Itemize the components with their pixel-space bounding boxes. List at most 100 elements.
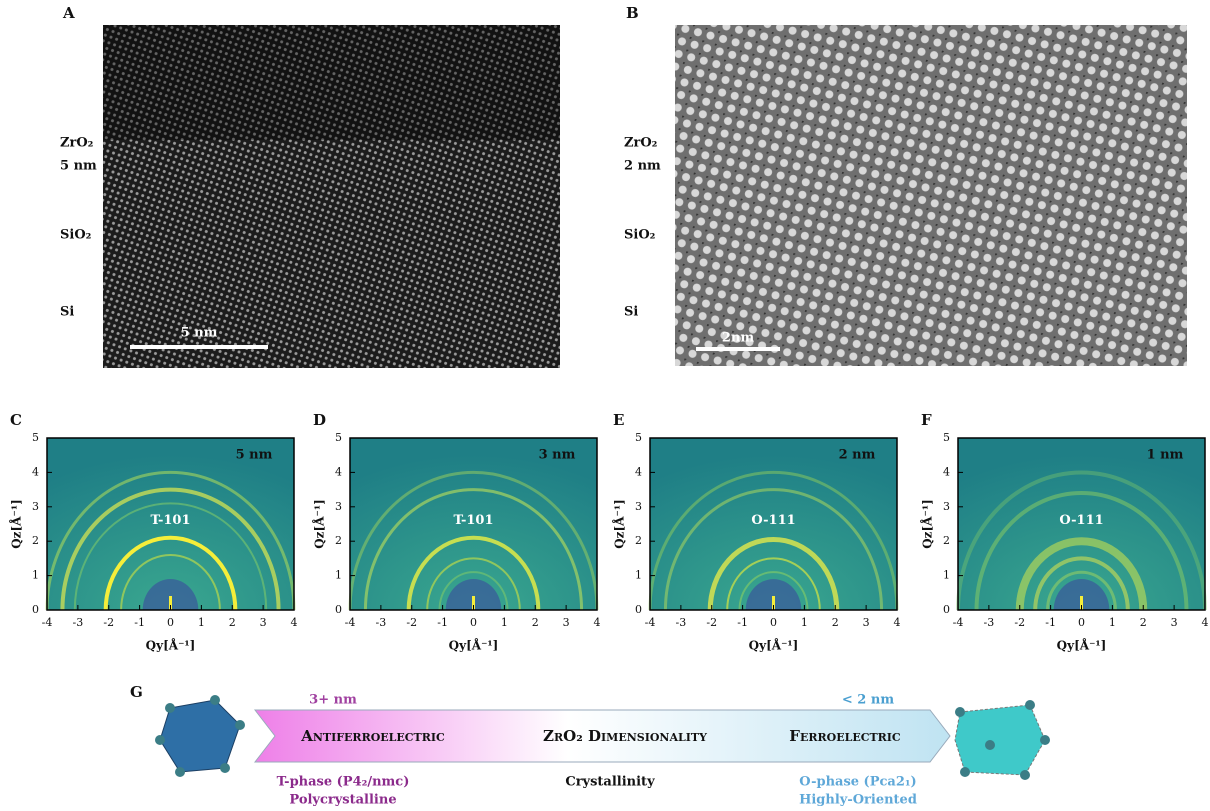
thickness-label: 5 nm (236, 448, 273, 463)
y-tick-label: 1 (943, 569, 950, 582)
ring (103, 535, 238, 611)
ring (60, 487, 281, 611)
desc-label: Polycrystalline (289, 793, 396, 808)
x-tick-label: -1 (437, 616, 448, 629)
x-tick-label: -2 (406, 616, 417, 629)
y-tick-label: 4 (32, 465, 39, 478)
ring (726, 557, 821, 611)
layer-label: Si (60, 305, 74, 320)
x-tick-label: -2 (1014, 616, 1025, 629)
panel-label: E (613, 411, 624, 429)
layer-label: SiO₂ (60, 228, 91, 243)
y-tick-label: 3 (32, 500, 39, 513)
peak-label: O-111 (751, 513, 795, 528)
y-tick-label: 2 (943, 534, 950, 547)
y-tick-label: 0 (943, 603, 950, 616)
y-axis-label: Qz[Å⁻¹] (312, 499, 327, 549)
x-tick-label: -1 (1045, 616, 1056, 629)
x-tick-label: 3 (863, 616, 870, 629)
layer-label: SiO₂ (624, 228, 655, 243)
ring (707, 536, 840, 611)
x-axis-label: Qy[Å⁻¹] (146, 638, 196, 653)
peak-label: T-101 (453, 513, 493, 528)
center-label: ZrO₂ Dimensionality (543, 727, 707, 745)
y-tick-label: 0 (335, 603, 342, 616)
desc-label: Crystallinity (565, 775, 655, 790)
x-tick-label: 2 (832, 616, 839, 629)
y-tick-label: 3 (335, 500, 342, 513)
y-axis-label: Qz[Å⁻¹] (612, 499, 627, 549)
ring (1015, 537, 1148, 611)
y-tick-label: 5 (335, 431, 342, 444)
shadow (142, 579, 199, 610)
tem-overlay (103, 25, 560, 140)
x-tick-label: -3 (73, 616, 84, 629)
ring (426, 557, 521, 611)
x-tick-label: -4 (42, 616, 53, 629)
x-tick-label: 1 (198, 616, 205, 629)
ring (648, 470, 899, 611)
ring (956, 470, 1207, 611)
peak-label: T-101 (150, 513, 190, 528)
panel-label: C (10, 411, 22, 429)
ring (438, 571, 509, 611)
x-tick-label: -3 (376, 616, 387, 629)
thickness-label: 1 nm (1147, 448, 1184, 463)
panel-label: G (130, 683, 143, 701)
x-tick-label: -2 (706, 616, 717, 629)
x-tick-label: 0 (167, 616, 174, 629)
ring (73, 502, 268, 611)
x-tick-label: -2 (103, 616, 114, 629)
x-tick-label: 4 (894, 616, 901, 629)
y-tick-label: 5 (635, 431, 642, 444)
desc-label: T-phase (P4₂/nmc) (277, 775, 410, 790)
y-tick-label: 0 (635, 603, 642, 616)
y-tick-label: 1 (32, 569, 39, 582)
layer-label: 5 nm (60, 159, 97, 174)
x-tick-label: -1 (737, 616, 748, 629)
y-tick-label: 3 (635, 500, 642, 513)
ring (738, 571, 809, 611)
scale-label: 5 nm (181, 326, 218, 341)
y-tick-label: 3 (943, 500, 950, 513)
ring (406, 535, 541, 611)
ring (974, 491, 1189, 611)
ring (1033, 557, 1130, 611)
y-tick-label: 2 (635, 534, 642, 547)
desc-label: Highly-Oriented (799, 793, 917, 808)
ring (45, 470, 296, 611)
x-tick-label: 2 (229, 616, 236, 629)
layer-label: ZrO₂ (624, 136, 657, 151)
x-tick-label: -3 (676, 616, 687, 629)
x-tick-label: -3 (984, 616, 995, 629)
x-tick-label: -4 (953, 616, 964, 629)
x-axis-label: Qy[Å⁻¹] (749, 638, 799, 653)
y-tick-label: 1 (335, 569, 342, 582)
x-tick-label: -4 (345, 616, 356, 629)
x-tick-label: 0 (770, 616, 777, 629)
phase-label: Ferroelectric (789, 727, 901, 745)
ring (348, 470, 599, 611)
size-label: 3+ nm (309, 693, 357, 708)
phase-label: Antiferroelectric (300, 727, 445, 745)
y-tick-label: 2 (335, 534, 342, 547)
x-tick-label: 2 (532, 616, 539, 629)
y-tick-label: 4 (335, 465, 342, 478)
x-tick-label: 3 (260, 616, 267, 629)
x-axis-label: Qy[Å⁻¹] (449, 638, 499, 653)
x-tick-label: 1 (1109, 616, 1116, 629)
tem-image (675, 25, 1187, 366)
y-tick-label: 4 (943, 465, 950, 478)
y-tick-label: 1 (635, 569, 642, 582)
panel-label: F (921, 411, 932, 429)
y-tick-label: 0 (32, 603, 39, 616)
x-tick-label: 1 (801, 616, 808, 629)
layer-label: Si (624, 305, 638, 320)
layer-label: 2 nm (624, 159, 661, 174)
ring (1046, 571, 1117, 611)
ring (663, 488, 884, 611)
shadow (745, 579, 802, 610)
shadow (445, 579, 502, 610)
x-axis-label: Qy[Å⁻¹] (1057, 638, 1107, 653)
